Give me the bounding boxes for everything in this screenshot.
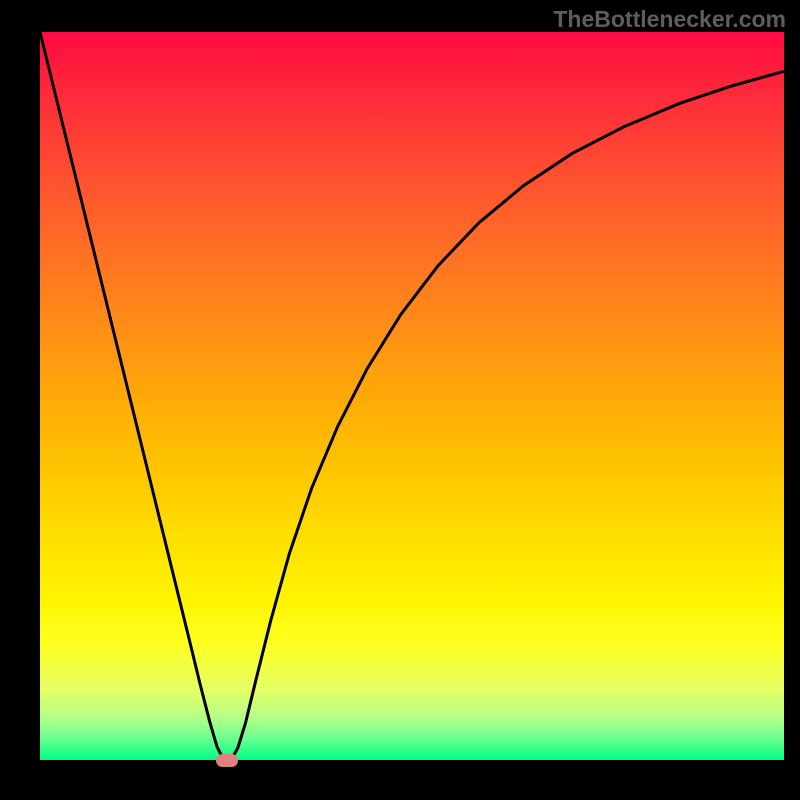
curve-line: [40, 32, 784, 760]
watermark-text: TheBottlenecker.com: [553, 6, 786, 33]
optimal-point-marker: [216, 754, 238, 767]
chart-container: TheBottlenecker.com: [0, 0, 800, 800]
plot-area: [40, 32, 784, 760]
